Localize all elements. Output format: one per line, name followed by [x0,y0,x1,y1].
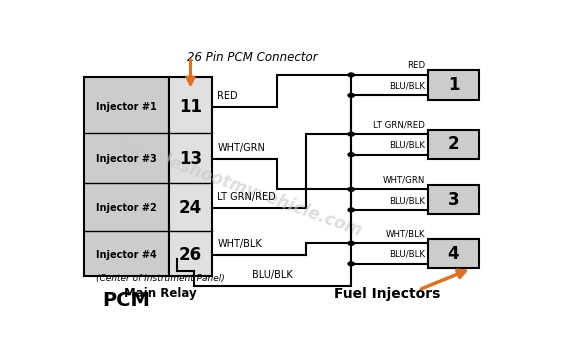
Bar [84,77,169,276]
Text: Injector #2: Injector #2 [96,203,157,213]
Circle shape [348,241,354,245]
Text: 11: 11 [179,98,202,116]
Text: LT GRN/RED: LT GRN/RED [218,192,276,202]
Circle shape [348,208,354,212]
Text: 4: 4 [448,245,459,262]
Text: RED: RED [218,91,238,101]
Text: WHT/GRN: WHT/GRN [383,176,425,184]
Bar [169,77,212,276]
Text: BLU/BLK: BLU/BLK [389,196,425,205]
Circle shape [348,73,354,77]
Bar [427,185,479,215]
Text: 2: 2 [448,135,459,153]
Text: 24: 24 [179,199,202,217]
Circle shape [348,153,354,156]
Text: WHT/GRN: WHT/GRN [218,143,265,153]
Text: RED: RED [407,61,425,70]
Text: 3: 3 [448,191,459,209]
Text: Injector #4: Injector #4 [96,250,157,260]
Text: troubleshootmyvehicle.com: troubleshootmyvehicle.com [113,134,364,240]
Text: Fuel Injectors: Fuel Injectors [334,287,440,301]
Bar [427,130,479,159]
Text: BLU/BLK: BLU/BLK [252,270,293,280]
Text: WHT/BLK: WHT/BLK [218,239,262,249]
Text: 13: 13 [179,150,202,168]
Text: Injector #3: Injector #3 [96,154,157,164]
Bar [427,70,479,100]
Text: PCM: PCM [103,291,150,310]
Circle shape [348,132,354,136]
Text: (Center of Instrument Panel): (Center of Instrument Panel) [96,274,224,283]
Text: 26: 26 [179,246,202,264]
Bar [427,239,479,268]
Circle shape [348,93,354,97]
Text: WHT/BLK: WHT/BLK [386,230,425,238]
Text: Injector #1: Injector #1 [96,102,157,112]
Circle shape [348,188,354,191]
Text: BLU/BLK: BLU/BLK [389,250,425,259]
Circle shape [348,262,354,266]
Text: LT GRN/RED: LT GRN/RED [374,120,425,129]
Text: BLU/BLK: BLU/BLK [389,82,425,91]
Text: BLU/BLK: BLU/BLK [389,141,425,150]
Text: 1: 1 [448,76,459,94]
Text: Main Relay: Main Relay [124,287,197,300]
Text: 26 Pin PCM Connector: 26 Pin PCM Connector [187,51,318,64]
